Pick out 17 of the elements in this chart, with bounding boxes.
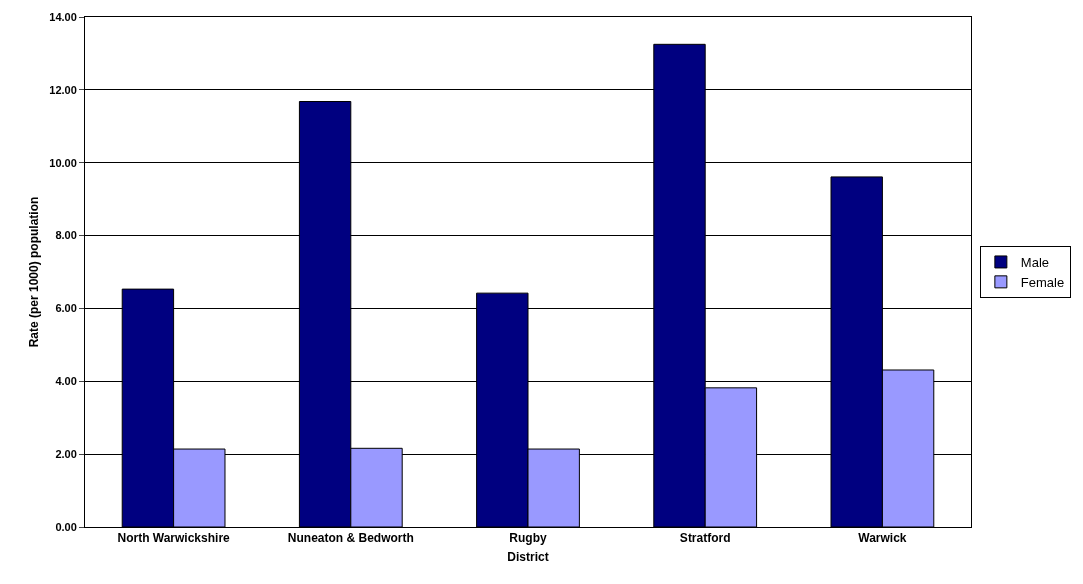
- y-tick-label: 12.00: [49, 83, 77, 96]
- legend-label: Male: [1020, 255, 1050, 271]
- x-tick-label: Warwick: [858, 531, 907, 546]
- y-tick-label: 10.00: [49, 156, 77, 169]
- x-tick-label: North Warwickshire: [117, 531, 231, 546]
- y-tick-label: 0.00: [55, 520, 77, 533]
- y-axis-title: Rate (per 1000) population: [26, 196, 41, 348]
- y-tick-label: 2.00: [55, 447, 77, 460]
- y-tick-label: 6.00: [55, 302, 77, 315]
- x-axis-title: District: [507, 550, 549, 565]
- x-tick-label: Stratford: [679, 531, 731, 546]
- y-tick-label: 14.00: [49, 10, 77, 23]
- y-tick-label: 8.00: [55, 229, 77, 242]
- x-tick-label: Nuneaton & Bedworth: [287, 531, 414, 546]
- x-tick-label: Rugby: [509, 531, 547, 546]
- y-tick-label: 4.00: [55, 375, 77, 388]
- legend-label: Female: [1020, 274, 1065, 290]
